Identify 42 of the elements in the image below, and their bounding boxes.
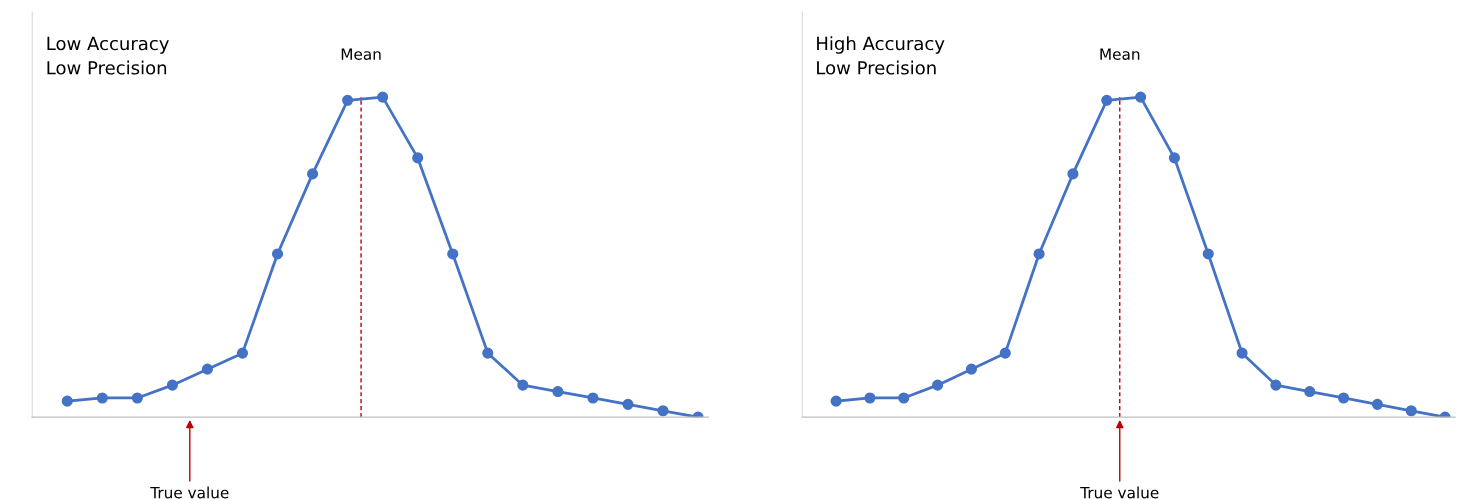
- point: [482, 347, 494, 359]
- point: [271, 248, 284, 260]
- point: [622, 398, 634, 410]
- point: [965, 363, 977, 375]
- point: [657, 405, 669, 417]
- point: [552, 386, 564, 398]
- point: [517, 379, 529, 391]
- point: [932, 379, 944, 391]
- point: [307, 168, 319, 180]
- point: [1304, 386, 1316, 398]
- point: [898, 392, 910, 404]
- text: True value: [150, 486, 229, 499]
- text: Mean: [1100, 48, 1140, 60]
- point: [412, 152, 424, 164]
- point: [1405, 405, 1417, 417]
- point: [1371, 398, 1383, 410]
- point: [236, 347, 249, 359]
- point: [1033, 248, 1045, 260]
- point: [1101, 94, 1113, 106]
- point: [61, 395, 73, 407]
- point: [1168, 152, 1180, 164]
- chart-title: Low Accuracy Low Precision: [47, 36, 169, 75]
- point: [447, 248, 459, 260]
- point: [1067, 168, 1079, 180]
- point: [1338, 392, 1350, 404]
- point: [342, 94, 354, 106]
- point: [830, 395, 842, 407]
- point: [377, 91, 389, 103]
- point: [131, 392, 143, 404]
- point: [1202, 248, 1214, 260]
- text: True value: [1080, 486, 1159, 499]
- point: [1135, 91, 1147, 103]
- point: [201, 363, 213, 375]
- point: [864, 392, 876, 404]
- point: [1236, 347, 1248, 359]
- point: [999, 347, 1011, 359]
- point: [1270, 379, 1282, 391]
- text: Mean: [341, 48, 381, 60]
- chart-title: High Accuracy Low Precision: [817, 36, 945, 75]
- point: [96, 392, 108, 404]
- point: [587, 392, 599, 404]
- point: [166, 379, 178, 391]
